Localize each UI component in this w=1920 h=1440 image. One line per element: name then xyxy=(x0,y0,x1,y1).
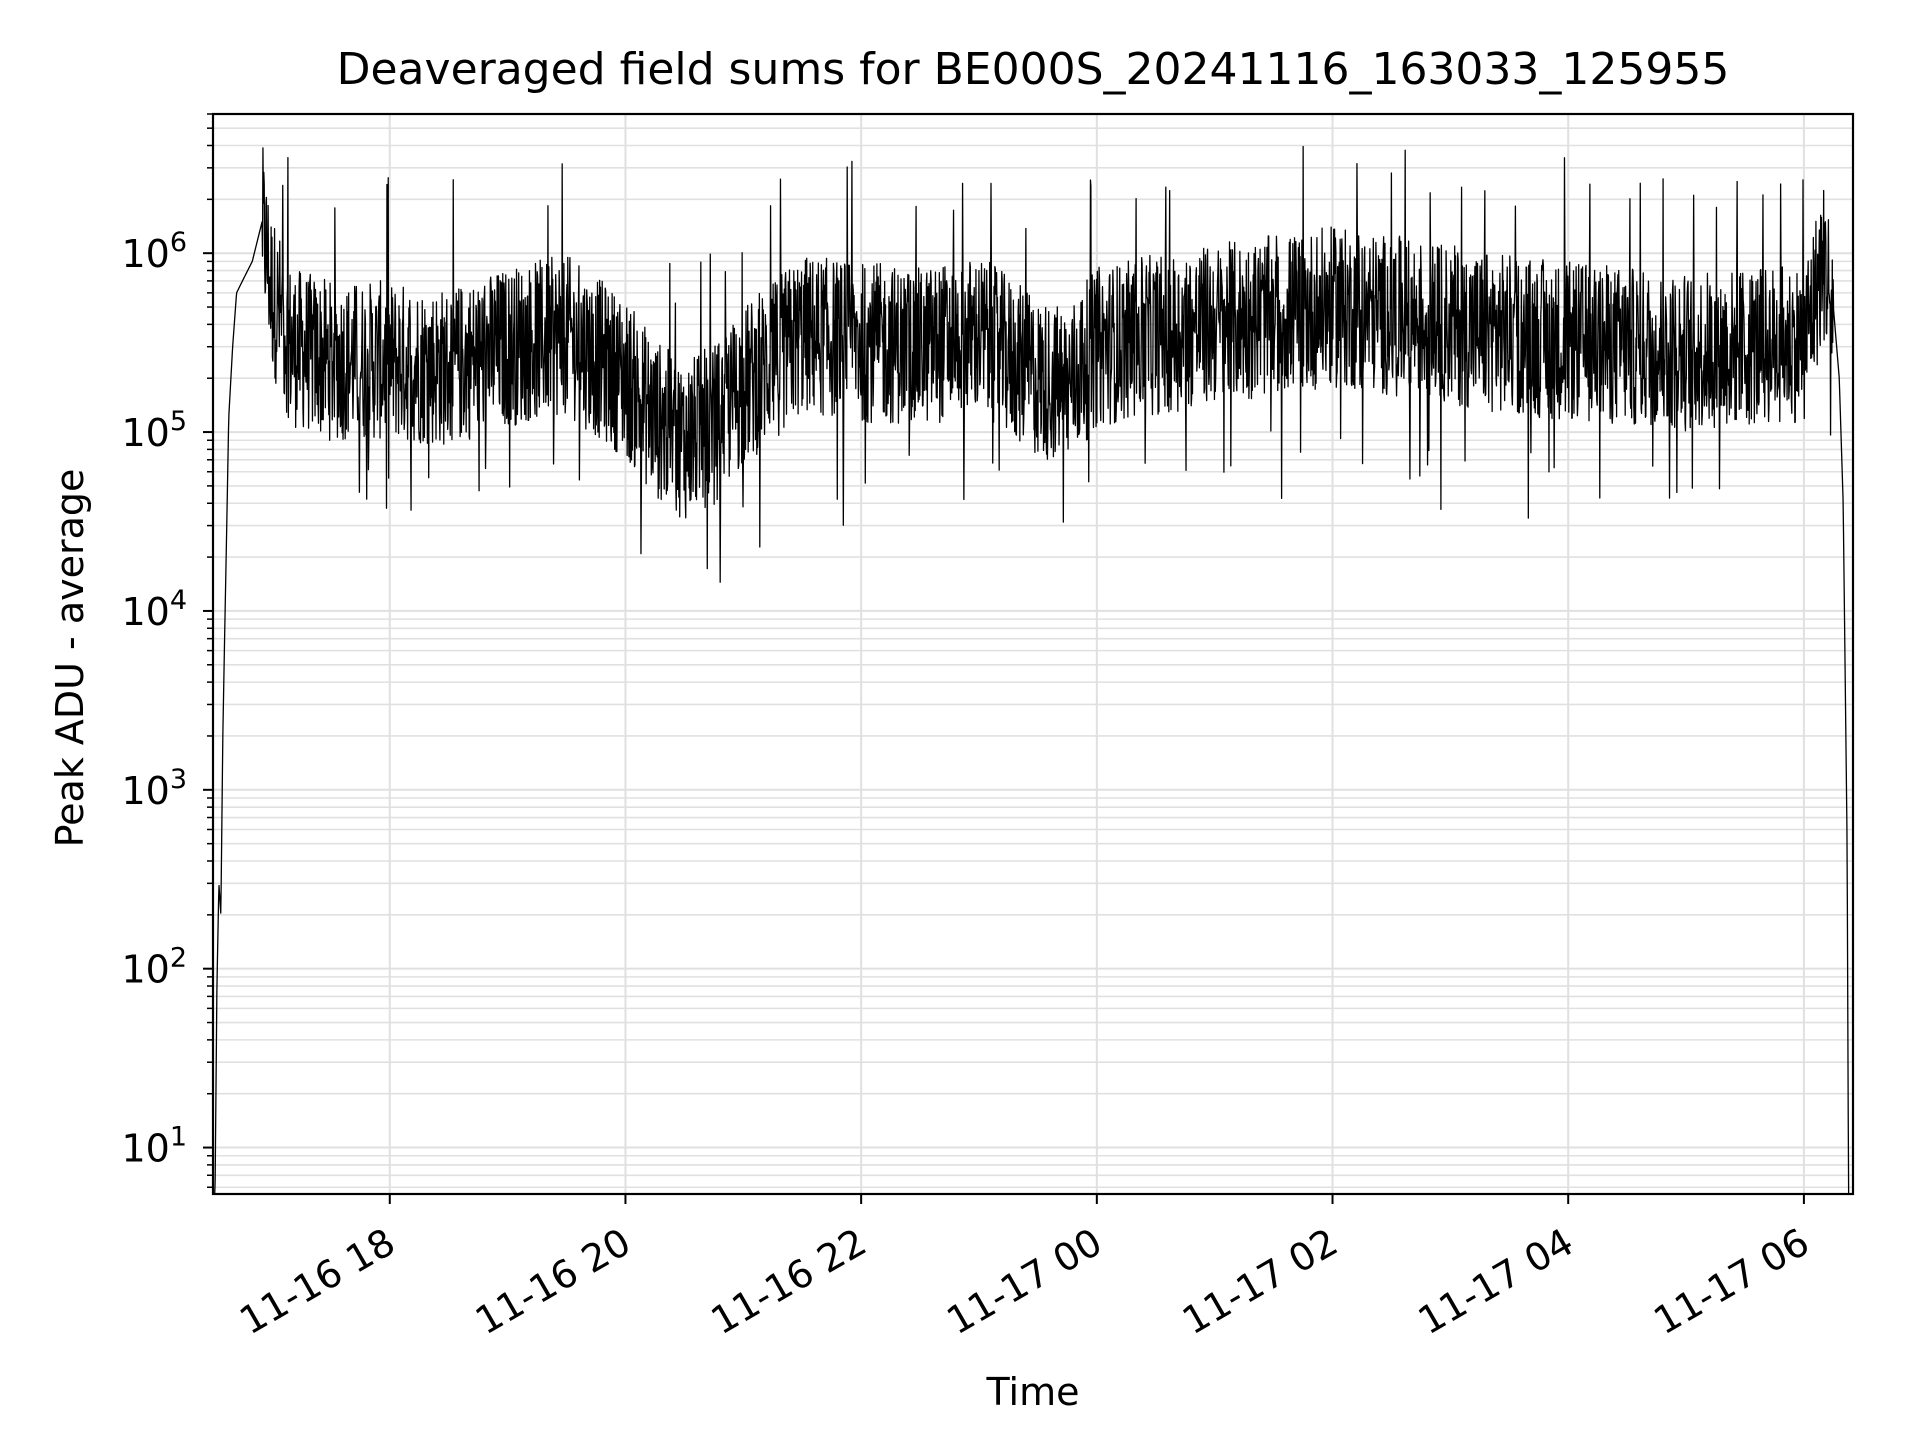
y-tick-label: 103 xyxy=(121,764,187,813)
y-tick-label: 104 xyxy=(121,585,187,634)
grid xyxy=(213,113,1853,1194)
y-tick-label-exponent: 2 xyxy=(170,943,187,974)
y-tick-label-exponent: 4 xyxy=(170,585,187,616)
y-tick-label-exponent: 1 xyxy=(170,1122,187,1153)
y-tick-label-exponent: 3 xyxy=(170,764,187,795)
y-tick-label: 101 xyxy=(121,1122,187,1171)
x-tick-label: 11-16 20 xyxy=(468,1220,638,1344)
series-group xyxy=(212,145,1850,1195)
x-tick-label: 11-17 06 xyxy=(1646,1220,1816,1344)
y-tick-label-base: 10 xyxy=(121,948,169,992)
x-tick-label: 11-17 04 xyxy=(1411,1220,1581,1344)
y-tick-label-base: 10 xyxy=(121,411,169,455)
y-tick-label: 106 xyxy=(121,227,187,276)
y-tick-label-base: 10 xyxy=(121,232,169,276)
x-axis-label: Time xyxy=(986,1370,1080,1414)
y-tick-label: 105 xyxy=(121,406,187,455)
y-tick-label: 102 xyxy=(121,943,187,992)
y-tick-label-exponent: 6 xyxy=(170,227,187,258)
series-line xyxy=(212,145,1850,1195)
x-tick-label: 11-17 02 xyxy=(1175,1220,1345,1344)
x-axis-ticks: 11-16 18 11-16 20 11-16 22 11-17 00 11-17 02… xyxy=(232,1194,1816,1343)
chart-title: Deaveraged field sums for BE000S_2024111… xyxy=(336,44,1730,95)
x-tick-label: 11-16 18 xyxy=(232,1220,402,1344)
axes-frame xyxy=(211,112,1855,1196)
y-tick-label-base: 10 xyxy=(121,769,169,813)
x-tick-label: 11-17 00 xyxy=(939,1220,1109,1344)
y-tick-label-exponent: 5 xyxy=(170,406,187,437)
y-tick-label-base: 10 xyxy=(121,1127,169,1171)
y-tick-label-base: 10 xyxy=(121,590,169,634)
x-tick-label: 11-16 22 xyxy=(704,1220,874,1344)
